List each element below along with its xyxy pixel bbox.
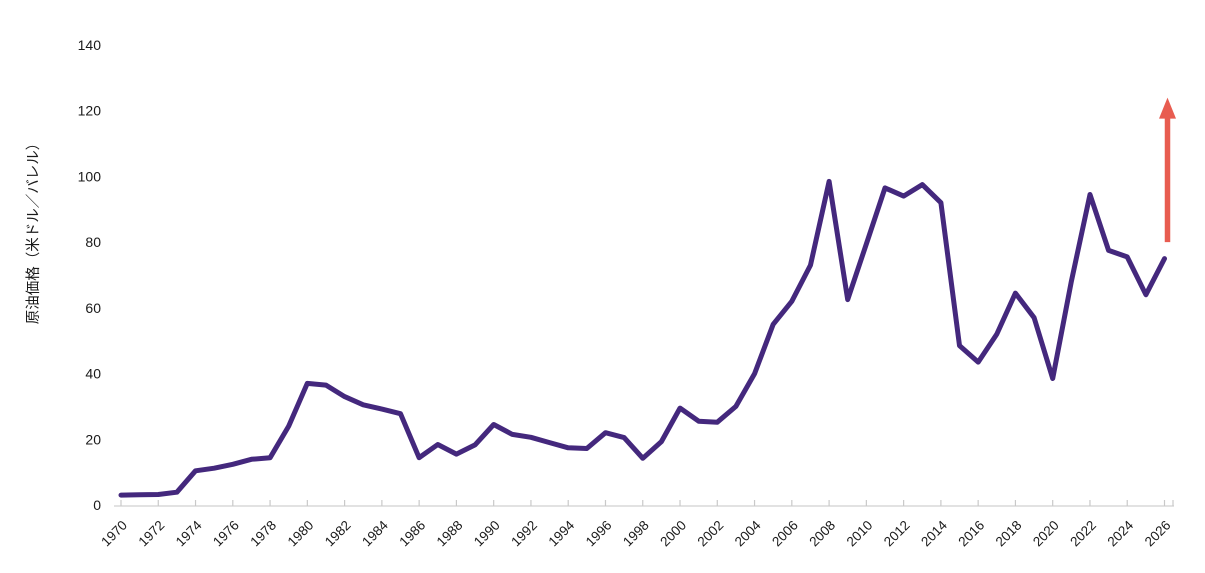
x-tick-label: 1996 [583,518,615,550]
y-tick-label: 60 [85,300,101,316]
y-tick-label: 120 [78,103,102,119]
y-tick-label: 40 [85,366,101,382]
x-tick-label: 1988 [434,518,466,550]
x-tick-label: 1984 [359,517,391,549]
x-tick-label: 1976 [210,518,242,550]
x-tick-label: 2000 [657,518,689,550]
y-tick-label: 80 [85,234,101,250]
x-tick-label: 2012 [881,518,913,550]
price-upside-arrow-head [1159,97,1176,119]
x-tick-label: 2022 [1067,518,1099,550]
x-tick-label: 1994 [545,517,577,549]
x-tick-label: 2002 [695,518,727,550]
x-tick-label: 2004 [732,517,764,549]
x-tick-label: 2010 [844,518,876,550]
x-tick-label: 2008 [806,518,838,550]
x-tick-label: 2026 [1142,518,1174,550]
x-tick-label: 1980 [285,518,317,550]
y-tick-label: 140 [78,37,102,53]
x-tick-label: 1974 [173,517,205,549]
x-tick-label: 1998 [620,518,652,550]
y-tick-label: 20 [85,431,101,447]
x-tick-label: 1970 [98,518,130,550]
x-tick-label: 1978 [247,518,279,550]
x-tick-label: 2018 [993,518,1025,550]
x-tick-label: 1992 [508,518,540,550]
x-tick-label: 2020 [1030,518,1062,550]
x-tick-label: 1990 [471,518,503,550]
x-tick-label: 2014 [918,517,950,549]
x-tick-label: 2024 [1105,517,1137,549]
price-line [118,178,1167,498]
x-tick-label: 2016 [955,518,987,550]
x-tick-label: 1986 [396,518,428,550]
x-tick-label: 1972 [136,518,168,550]
y-tick-label: 0 [93,497,101,513]
x-tick-label: 2006 [769,518,801,550]
x-tick-label: 1982 [322,518,354,550]
y-tick-label: 100 [78,168,102,184]
y-axis-title: 原油価格（米ドル／バレル） [25,136,42,325]
